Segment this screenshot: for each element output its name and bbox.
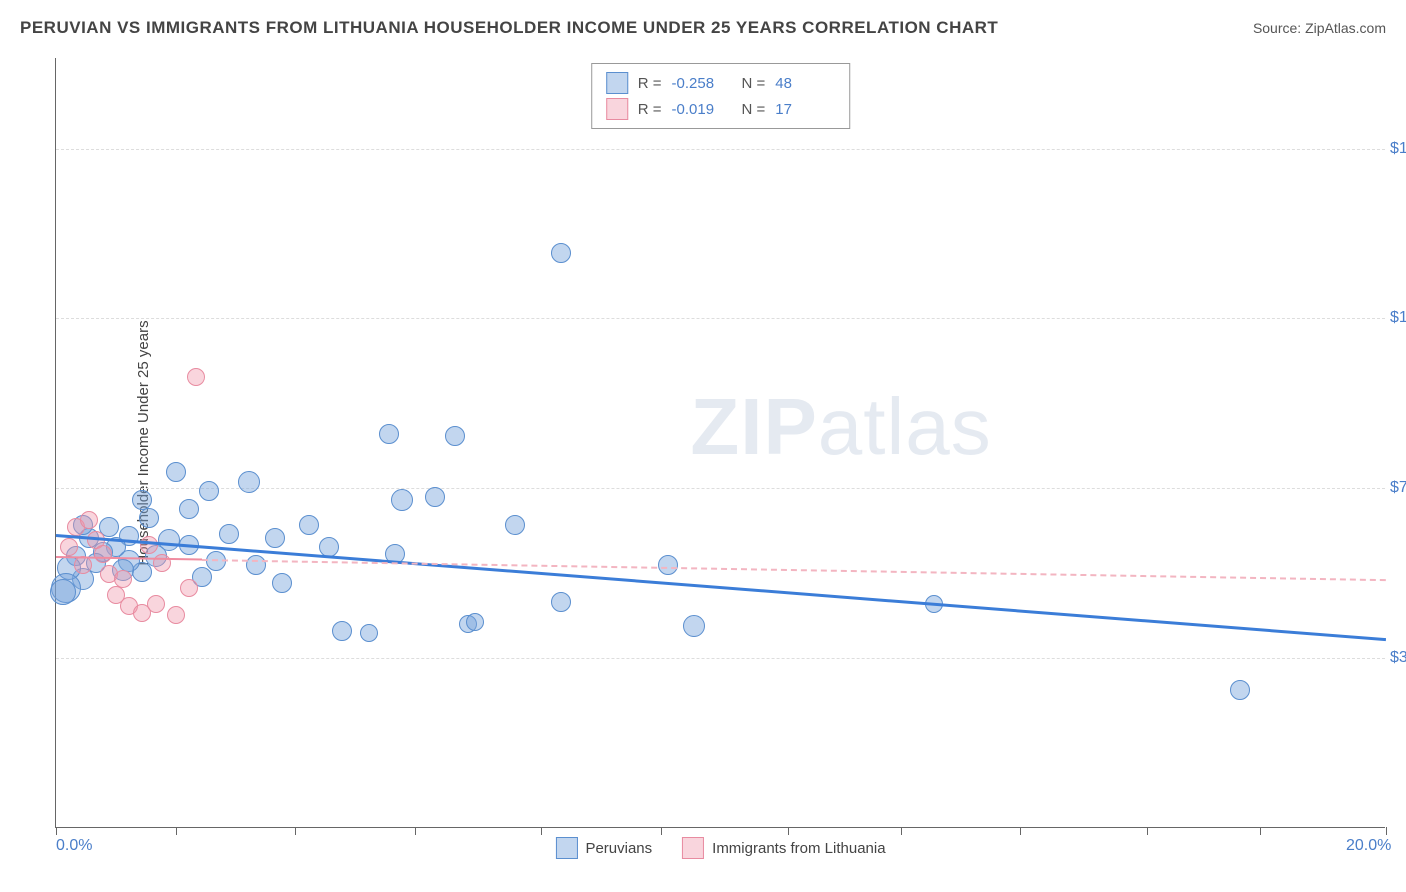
series-legend-item: Peruvians bbox=[555, 837, 652, 859]
data-point bbox=[1230, 680, 1250, 700]
data-point bbox=[265, 528, 285, 548]
source-attribution: Source: ZipAtlas.com bbox=[1253, 20, 1386, 36]
trend-line bbox=[202, 559, 1386, 581]
x-tick bbox=[788, 827, 789, 835]
data-point bbox=[445, 426, 465, 446]
data-point bbox=[180, 579, 198, 597]
series-name: Peruvians bbox=[585, 840, 652, 857]
x-tick bbox=[415, 827, 416, 835]
gridline-horizontal bbox=[56, 318, 1385, 319]
data-point bbox=[551, 243, 571, 263]
legend-swatch bbox=[555, 837, 577, 859]
series-legend-item: Immigrants from Lithuania bbox=[682, 837, 885, 859]
n-value: 17 bbox=[775, 101, 835, 118]
data-point bbox=[391, 489, 413, 511]
data-point bbox=[505, 515, 525, 535]
data-point bbox=[50, 579, 76, 605]
data-point bbox=[80, 511, 98, 529]
data-point bbox=[147, 595, 165, 613]
data-point bbox=[379, 424, 399, 444]
y-tick-label: $150,000 bbox=[1390, 140, 1406, 158]
correlation-legend-row: R =-0.258N =48 bbox=[606, 70, 836, 96]
data-point bbox=[466, 613, 484, 631]
x-tick bbox=[1386, 827, 1387, 835]
data-point bbox=[60, 538, 78, 556]
data-point bbox=[238, 471, 260, 493]
r-value: -0.258 bbox=[672, 75, 732, 92]
data-point bbox=[74, 556, 92, 574]
data-point bbox=[199, 481, 219, 501]
x-tick bbox=[56, 827, 57, 835]
data-point bbox=[683, 615, 705, 637]
x-tick bbox=[176, 827, 177, 835]
series-legend: Peruvians Immigrants from Lithuania bbox=[555, 837, 885, 859]
legend-swatch bbox=[606, 72, 628, 94]
data-point bbox=[246, 555, 266, 575]
x-tick bbox=[295, 827, 296, 835]
y-tick-label: $112,500 bbox=[1390, 309, 1406, 327]
data-point bbox=[94, 545, 112, 563]
n-value: 48 bbox=[775, 75, 835, 92]
data-point bbox=[360, 624, 378, 642]
data-point bbox=[332, 621, 352, 641]
data-point bbox=[179, 499, 199, 519]
data-point bbox=[139, 508, 159, 528]
data-point bbox=[187, 368, 205, 386]
chart-header: PERUVIAN VS IMMIGRANTS FROM LITHUANIA HO… bbox=[20, 18, 1386, 38]
y-tick-label: $75,000 bbox=[1390, 479, 1406, 497]
data-point bbox=[140, 536, 158, 554]
correlation-legend-row: R =-0.019N =17 bbox=[606, 96, 836, 122]
x-axis-label: 0.0% bbox=[56, 837, 92, 855]
data-point bbox=[219, 524, 239, 544]
data-point bbox=[551, 592, 571, 612]
series-name: Immigrants from Lithuania bbox=[712, 840, 885, 857]
legend-swatch bbox=[606, 98, 628, 120]
gridline-horizontal bbox=[56, 658, 1385, 659]
correlation-legend: R =-0.258N =48R =-0.019N =17 bbox=[591, 63, 851, 129]
x-tick bbox=[1020, 827, 1021, 835]
x-axis-label: 20.0% bbox=[1346, 837, 1391, 855]
watermark: ZIPatlas bbox=[690, 381, 991, 473]
chart-title: PERUVIAN VS IMMIGRANTS FROM LITHUANIA HO… bbox=[20, 18, 998, 38]
legend-swatch bbox=[682, 837, 704, 859]
x-tick bbox=[901, 827, 902, 835]
x-tick bbox=[1147, 827, 1148, 835]
x-tick bbox=[541, 827, 542, 835]
data-point bbox=[425, 487, 445, 507]
data-point bbox=[272, 573, 292, 593]
plot-area: Householder Income Under 25 years $37,50… bbox=[55, 58, 1385, 828]
y-axis-title: Householder Income Under 25 years bbox=[135, 320, 152, 565]
data-point bbox=[153, 554, 171, 572]
data-point bbox=[114, 570, 132, 588]
data-point bbox=[132, 490, 152, 510]
data-point bbox=[299, 515, 319, 535]
r-value: -0.019 bbox=[672, 101, 732, 118]
data-point bbox=[166, 462, 186, 482]
gridline-horizontal bbox=[56, 149, 1385, 150]
x-tick bbox=[661, 827, 662, 835]
x-tick bbox=[1260, 827, 1261, 835]
trend-line bbox=[56, 534, 1386, 641]
data-point bbox=[658, 555, 678, 575]
y-tick-label: $37,500 bbox=[1390, 649, 1406, 667]
data-point bbox=[167, 606, 185, 624]
